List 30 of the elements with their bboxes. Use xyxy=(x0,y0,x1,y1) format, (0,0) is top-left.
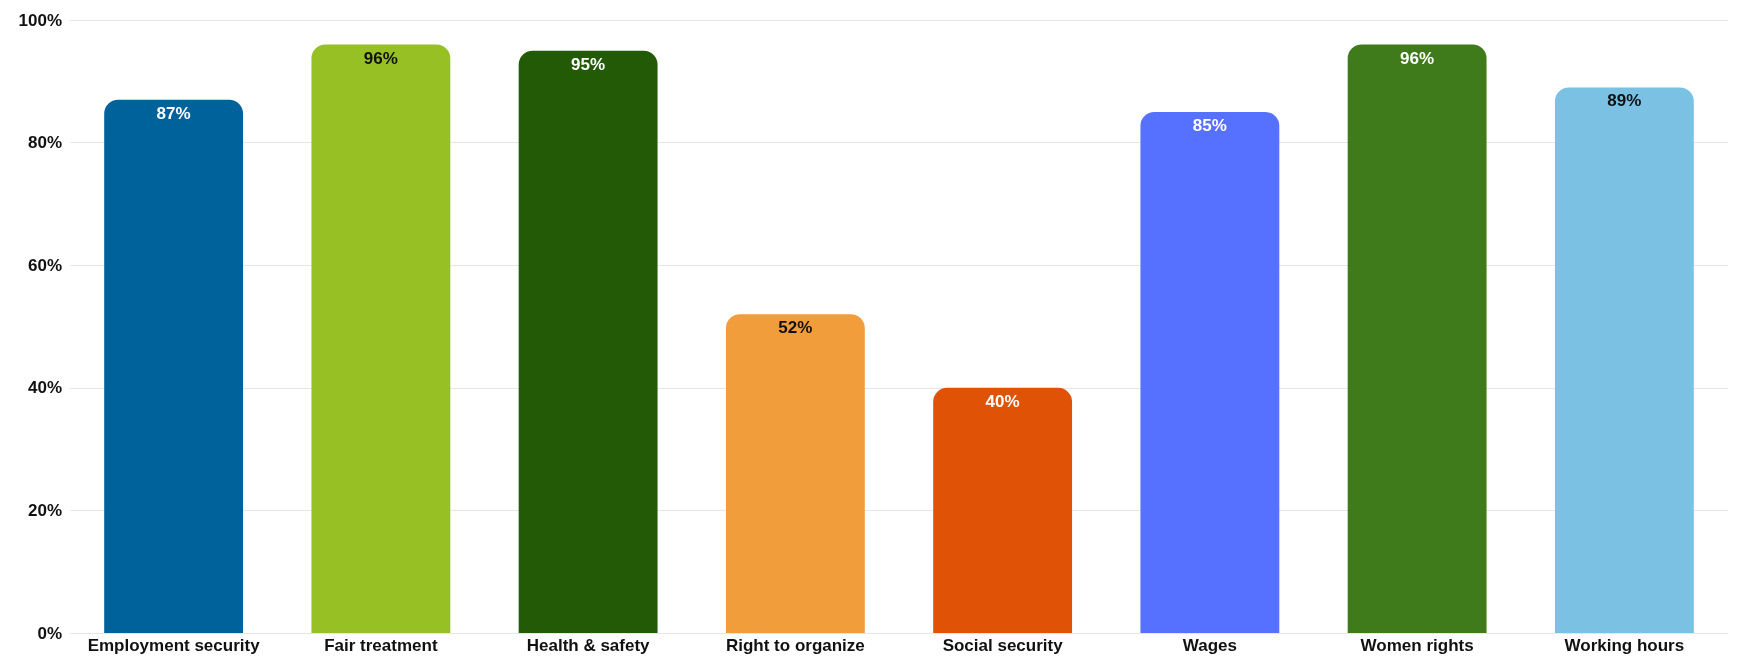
data-label: 52% xyxy=(778,318,813,338)
bar xyxy=(725,314,865,633)
x-tick-label: Right to organize xyxy=(725,636,865,655)
bar xyxy=(1347,44,1487,633)
data-label: 89% xyxy=(1607,91,1642,111)
y-tick-label: 60% xyxy=(27,255,62,275)
y-tick-label: 40% xyxy=(27,378,62,398)
data-label: 96% xyxy=(1400,48,1435,68)
x-tick-label: Women rights xyxy=(1360,636,1474,655)
y-tick-label: 0% xyxy=(37,623,62,643)
y-tick-label: 100% xyxy=(18,10,62,30)
y-tick-label: 20% xyxy=(27,500,62,520)
x-tick-label: Fair treatment xyxy=(324,636,438,655)
bar xyxy=(1140,111,1280,633)
data-label: 87% xyxy=(156,103,191,123)
data-label: 96% xyxy=(363,48,398,68)
data-label: 40% xyxy=(985,391,1020,411)
data-label: 95% xyxy=(571,54,606,74)
x-tick-label: Employment security xyxy=(87,636,261,655)
bar xyxy=(104,99,244,633)
bar xyxy=(311,44,451,633)
data-label: 85% xyxy=(1192,115,1227,135)
bar xyxy=(933,387,1073,633)
bar xyxy=(1554,87,1694,633)
y-tick-label: 80% xyxy=(27,133,62,153)
bar xyxy=(518,50,658,633)
x-tick-label: Working hours xyxy=(1564,636,1685,655)
x-tick-label: Health & safety xyxy=(526,636,651,655)
x-tick-label: Wages xyxy=(1182,636,1237,655)
x-tick-label: Social security xyxy=(942,636,1064,655)
